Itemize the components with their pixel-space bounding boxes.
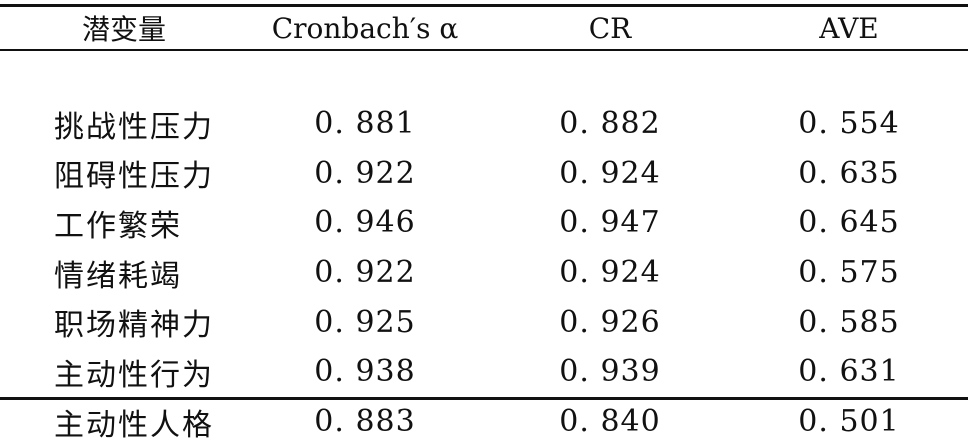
cell-ave: 0. 501 [798, 404, 900, 440]
cell-variable-name: 主动性人格 [54, 407, 214, 443]
cell-ave: 0. 585 [798, 304, 900, 340]
cell-variable-name: 主动性行为 [54, 357, 214, 393]
cell-alpha: 0. 922 [314, 155, 416, 191]
reliability-table: 潜变量 Cronbach′s α CR AVE 挑战性压力 0. 881 0. … [0, 7, 968, 447]
cell-cr: 0. 926 [559, 304, 661, 340]
table-bottom-rule [0, 397, 968, 400]
table-row: 阻碍性压力 0. 922 0. 924 0. 635 [0, 148, 968, 198]
cell-alpha: 0. 938 [314, 354, 416, 390]
table-row: 挑战性压力 0. 881 0. 882 0. 554 [0, 99, 968, 149]
cell-ave: 0. 645 [798, 205, 900, 241]
header-latent-variable: 潜变量 [82, 13, 167, 46]
cell-alpha: 0. 881 [314, 106, 416, 142]
cell-cr: 0. 840 [559, 404, 661, 440]
table-top-rule [0, 4, 968, 7]
cell-variable-name: 阻碍性压力 [54, 159, 214, 195]
cell-variable-name: 挑战性压力 [54, 109, 214, 145]
cell-variable-name: 职场精神力 [54, 308, 214, 344]
table-row: 职场精神力 0. 925 0. 926 0. 585 [0, 297, 968, 347]
cell-variable-name: 情绪耗竭 [54, 258, 182, 294]
cell-ave: 0. 631 [798, 354, 900, 390]
cell-cr: 0. 947 [559, 205, 661, 241]
table-row: 主动性人格 0. 883 0. 840 0. 501 [0, 397, 968, 447]
cell-alpha: 0. 922 [314, 255, 416, 291]
cell-ave: 0. 575 [798, 255, 900, 291]
cell-cr: 0. 924 [559, 255, 661, 291]
table-row: 工作繁荣 0. 946 0. 947 0. 645 [0, 198, 968, 248]
cell-ave: 0. 554 [798, 106, 900, 142]
cell-alpha: 0. 946 [314, 205, 416, 241]
table-row: 主动性行为 0. 938 0. 939 0. 631 [0, 347, 968, 397]
table-header-rule [0, 49, 968, 51]
table-header-row: 潜变量 Cronbach′s α CR AVE [0, 7, 968, 49]
header-gap [0, 49, 968, 99]
cell-ave: 0. 635 [798, 155, 900, 191]
header-cr: CR [588, 11, 632, 45]
cell-cr: 0. 924 [559, 155, 661, 191]
header-cronbach-alpha: Cronbach′s α [271, 11, 459, 45]
cell-cr: 0. 882 [559, 106, 661, 142]
header-ave: AVE [819, 11, 879, 45]
cell-cr: 0. 939 [559, 354, 661, 390]
cell-variable-name: 工作繁荣 [54, 208, 182, 244]
cell-alpha: 0. 883 [314, 404, 416, 440]
table-row: 情绪耗竭 0. 922 0. 924 0. 575 [0, 248, 968, 298]
cell-alpha: 0. 925 [314, 304, 416, 340]
